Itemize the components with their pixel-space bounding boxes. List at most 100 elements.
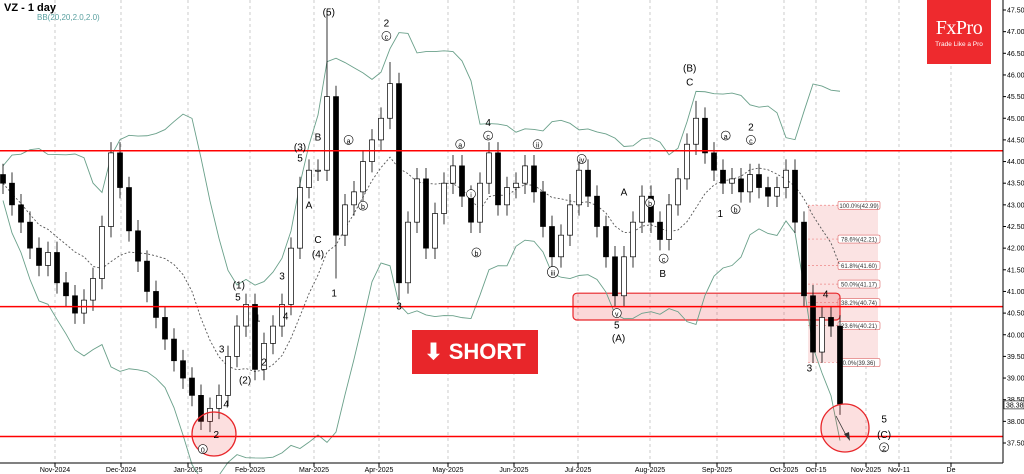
wave-label-circle: [611, 308, 622, 318]
candle-body: [531, 165, 537, 193]
candle-body: [234, 325, 240, 357]
y-tick-label: 46.00: [1007, 72, 1024, 79]
wave-label-circle: [658, 253, 669, 264]
wave-label: B: [659, 269, 666, 280]
wave-label: 2: [748, 122, 754, 133]
wave-label: 1: [718, 209, 724, 220]
candle-body: [315, 169, 321, 172]
candle-body: [90, 278, 96, 301]
wave-label: 4: [823, 290, 829, 301]
candle-body: [639, 195, 645, 223]
candle-body: [432, 213, 438, 249]
wave-label-circle: [358, 200, 368, 211]
candle-body: [828, 317, 834, 327]
x-tick-label: Feb-2025: [235, 467, 265, 474]
logo-tagline: Trade Like a Pro: [935, 41, 983, 48]
fib-label-box: [837, 234, 881, 244]
wave-label: b: [734, 208, 738, 215]
candle-body: [324, 96, 330, 171]
candle-body: [207, 408, 213, 422]
candle-body: [612, 256, 618, 297]
wave-label: C: [686, 77, 693, 88]
y-tick-label: 42.50: [1007, 224, 1024, 231]
y-tick-label: 47.00: [1007, 29, 1024, 36]
fib-level-label: 78.6%(42.21): [841, 238, 877, 244]
y-tick-label: 42.00: [1007, 246, 1024, 253]
candle-body: [261, 343, 267, 370]
wave-label-circle: [746, 135, 756, 145]
wave-label: b: [648, 201, 652, 208]
wave-label: (1): [233, 280, 245, 291]
fib-level-label: 0.0%(39.36): [843, 361, 876, 367]
wave-label-circle: [198, 444, 208, 454]
candle-body: [126, 187, 132, 232]
candle-body: [423, 178, 429, 249]
candle-body: [720, 169, 726, 184]
x-tick-label: Jan-2025: [173, 467, 202, 474]
wave-label: 4: [223, 400, 229, 411]
wave-label: 3: [219, 345, 225, 356]
wave-label: c: [486, 134, 490, 141]
candle-body: [288, 247, 294, 305]
wave-label: c: [385, 34, 389, 41]
candle-body: [630, 221, 636, 258]
candle-body: [684, 143, 690, 180]
candle-body: [45, 252, 51, 266]
indicator-label: BB(20,20,2.0,2.0): [37, 13, 100, 22]
x-tick-label: Apr-2025: [365, 467, 394, 474]
candle-body: [108, 152, 114, 227]
y-tick-label: 43.00: [1007, 202, 1024, 209]
candle-body: [567, 204, 573, 236]
candle-body: [801, 221, 807, 297]
wave-label: iii: [551, 270, 556, 277]
wave-label-circle: [483, 130, 493, 141]
wave-label-circle: [455, 139, 466, 150]
candle-body: [711, 152, 717, 171]
wave-label: A: [306, 200, 313, 211]
wave-label-circle: [471, 247, 482, 258]
y-tick-label: 43.50: [1007, 181, 1024, 188]
wave-label: (B): [683, 64, 696, 75]
wave-label: 0: [201, 448, 205, 455]
candle-body: [540, 191, 546, 227]
wave-label: (5): [323, 8, 335, 19]
last-price-label: 38.38: [1006, 402, 1024, 409]
candle-body: [306, 169, 312, 188]
y-tick-label: 37.50: [1007, 441, 1024, 448]
candle-body: [153, 291, 159, 318]
y-tick-label: 47.50: [1007, 8, 1024, 15]
candle-body: [252, 304, 258, 370]
x-tick-label: Dec-2024: [106, 467, 136, 474]
arrow-head-icon: [844, 432, 850, 441]
candle-body: [783, 169, 789, 188]
candle-body: [54, 252, 60, 284]
wave-label-circle: [645, 197, 655, 208]
candle-body: [414, 178, 420, 223]
wave-label: (C): [877, 430, 891, 441]
candle-body: [297, 187, 303, 249]
candle-body: [144, 260, 150, 292]
candle-body: [765, 187, 771, 197]
candle-body: [270, 325, 276, 344]
candle-body: [621, 256, 627, 297]
wave-label: 5: [614, 321, 620, 332]
candle-body: [225, 356, 231, 396]
wave-label: B: [315, 132, 322, 143]
fxpro-logo: FxPro Trade Like a Pro: [927, 0, 991, 64]
wave-label: a: [724, 134, 728, 141]
wave-label: A: [621, 187, 628, 198]
y-tick-label: 39.00: [1007, 376, 1024, 383]
candle-body: [792, 169, 798, 223]
fib-level-label: 50.0%(41.17): [841, 283, 877, 289]
candle-body: [63, 282, 69, 297]
wave-label: 3: [279, 271, 285, 282]
candle-body: [360, 161, 366, 193]
candle-body: [657, 221, 663, 240]
candle-body: [117, 152, 123, 188]
y-tick-label: 45.00: [1007, 116, 1024, 123]
wave-label-circle: [343, 135, 354, 145]
wave-label: i: [470, 193, 472, 200]
candle-body: [72, 295, 78, 314]
wave-label-circle: [576, 154, 587, 164]
x-tick-label: Oct-2025: [770, 467, 799, 474]
